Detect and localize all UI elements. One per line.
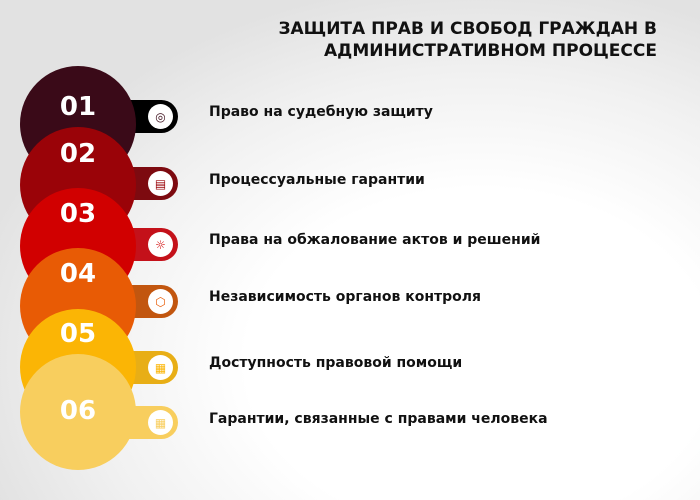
item-number: 03 bbox=[59, 199, 97, 229]
item-label: Доступность правовой помощи bbox=[209, 355, 463, 371]
item-number: 04 bbox=[59, 259, 97, 289]
item-number: 01 bbox=[59, 92, 97, 122]
cube-icon: ⬡ bbox=[148, 289, 173, 314]
item-label: Независимость органов контроля bbox=[209, 289, 481, 305]
document-icon: ▤ bbox=[148, 171, 173, 196]
item-label: Права на обжалование актов и решений bbox=[209, 232, 541, 248]
item-label: Право на судебную защиту bbox=[209, 104, 433, 120]
item-number: 06 bbox=[59, 396, 97, 426]
clipboard-icon: ▦ bbox=[148, 410, 173, 435]
item-number: 02 bbox=[59, 139, 97, 169]
title-line-1: ЗАЩИТА ПРАВ И СВОБОД ГРАЖДАН В bbox=[278, 19, 657, 39]
item-label: Процессуальные гарантии bbox=[209, 172, 425, 188]
rings-icon: ◎ bbox=[148, 104, 173, 129]
clipboard-icon: ▦ bbox=[148, 355, 173, 380]
page-title: ЗАЩИТА ПРАВ И СВОБОД ГРАЖДАН В АДМИНИСТР… bbox=[278, 18, 657, 62]
hand-idea-icon: ☼ bbox=[148, 232, 173, 257]
item-label: Гарантии, связанные с правами человека bbox=[209, 411, 548, 427]
title-line-2: АДМИНИСТРАТИВНОМ ПРОЦЕССЕ bbox=[324, 41, 657, 61]
item-tab: ⬡ bbox=[120, 285, 178, 318]
item-number: 05 bbox=[59, 319, 97, 349]
number-circle bbox=[20, 354, 136, 470]
